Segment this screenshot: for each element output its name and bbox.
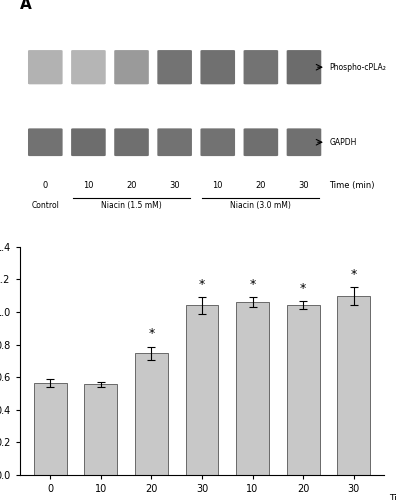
Text: 20: 20 xyxy=(126,182,137,190)
Text: 30: 30 xyxy=(299,182,309,190)
Bar xyxy=(135,354,168,475)
FancyBboxPatch shape xyxy=(244,50,278,84)
Text: Phospho-cPLA₂: Phospho-cPLA₂ xyxy=(329,62,386,72)
FancyBboxPatch shape xyxy=(28,50,63,84)
Bar xyxy=(185,306,219,475)
FancyBboxPatch shape xyxy=(114,128,149,156)
Text: Niacin (3.0 mM): Niacin (3.0 mM) xyxy=(230,201,291,210)
Text: Control: Control xyxy=(31,201,59,210)
Bar xyxy=(287,306,320,475)
Text: *: * xyxy=(148,328,154,340)
Text: *: * xyxy=(300,282,306,295)
FancyBboxPatch shape xyxy=(287,128,321,156)
Text: *: * xyxy=(199,278,205,290)
FancyBboxPatch shape xyxy=(157,50,192,84)
FancyBboxPatch shape xyxy=(71,128,106,156)
Text: 0: 0 xyxy=(43,182,48,190)
FancyBboxPatch shape xyxy=(200,50,235,84)
Text: Niacin (1.5 mM): Niacin (1.5 mM) xyxy=(101,201,162,210)
FancyBboxPatch shape xyxy=(287,50,321,84)
Text: 20: 20 xyxy=(255,182,266,190)
Text: 10: 10 xyxy=(213,182,223,190)
Text: *: * xyxy=(249,278,256,290)
FancyBboxPatch shape xyxy=(157,128,192,156)
Bar xyxy=(34,383,67,475)
FancyBboxPatch shape xyxy=(114,50,149,84)
Text: GAPDH: GAPDH xyxy=(329,138,357,146)
Text: 30: 30 xyxy=(169,182,180,190)
Bar xyxy=(84,384,117,475)
FancyBboxPatch shape xyxy=(28,128,63,156)
Text: A: A xyxy=(20,0,32,12)
Text: 10: 10 xyxy=(83,182,94,190)
FancyBboxPatch shape xyxy=(244,128,278,156)
FancyBboxPatch shape xyxy=(71,50,106,84)
Bar xyxy=(236,302,269,475)
Text: Time (min): Time (min) xyxy=(329,182,375,190)
Bar xyxy=(337,296,370,475)
Text: Time (min): Time (min) xyxy=(389,494,396,500)
FancyBboxPatch shape xyxy=(200,128,235,156)
Text: *: * xyxy=(350,268,357,281)
